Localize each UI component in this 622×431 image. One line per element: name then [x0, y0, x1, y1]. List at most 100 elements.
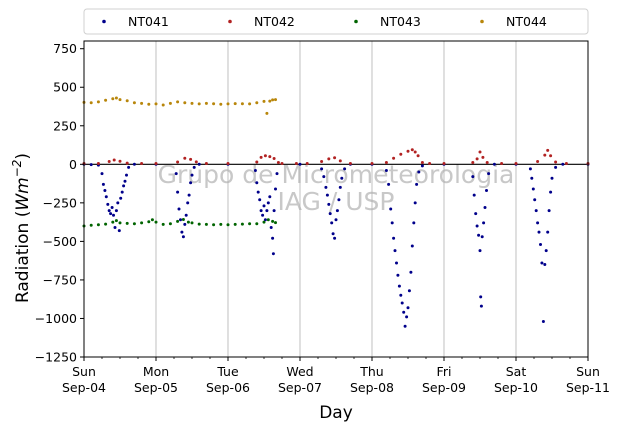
data-point [416, 154, 420, 158]
data-point [561, 162, 565, 166]
data-point [471, 175, 475, 179]
x-tick-label-date: Sep-06 [206, 380, 250, 395]
data-point [384, 161, 388, 164]
data-point [400, 301, 404, 305]
data-point [274, 187, 277, 191]
data-point [487, 172, 491, 176]
data-point [546, 230, 550, 234]
series-NT043 [82, 218, 277, 228]
x-tick-label-day: Sun [576, 364, 600, 379]
data-point [271, 219, 275, 223]
data-point [474, 212, 478, 216]
data-point [479, 304, 483, 308]
data-point [322, 175, 326, 179]
data-point [255, 160, 259, 164]
data-point [543, 153, 547, 157]
data-point [140, 221, 144, 225]
data-point [197, 102, 201, 106]
data-point [259, 209, 263, 213]
data-point [263, 154, 267, 158]
data-point [531, 187, 535, 191]
data-point [104, 195, 108, 199]
data-point [262, 220, 266, 224]
data-point [298, 162, 302, 166]
data-point [125, 173, 128, 177]
data-point [248, 222, 252, 226]
series-NT042 [82, 148, 590, 165]
data-point [428, 162, 432, 165]
data-point [331, 232, 335, 236]
y-tick-label: 250 [53, 118, 77, 133]
y-tick-label: −750 [43, 272, 77, 287]
data-point [389, 207, 393, 211]
data-point [338, 159, 342, 163]
data-point [132, 162, 136, 166]
x-tick-label-date: Sep-11 [566, 380, 610, 395]
data-point [261, 213, 265, 217]
data-point [116, 201, 120, 205]
x-tick-label-date: Sep-09 [422, 380, 466, 395]
data-point [276, 161, 280, 164]
data-point [263, 218, 267, 222]
data-point [330, 221, 334, 225]
data-point [140, 101, 144, 105]
data-point [387, 182, 391, 186]
data-point [176, 160, 180, 164]
legend-label-NT041: NT041 [128, 14, 169, 29]
data-point [140, 162, 144, 165]
data-point [180, 230, 184, 234]
data-point [530, 176, 534, 180]
data-point [413, 201, 417, 205]
data-point [500, 162, 504, 165]
data-point [294, 162, 298, 165]
data-point [483, 206, 487, 209]
x-tick-label-day: Wed [286, 364, 313, 379]
data-point [320, 167, 324, 171]
data-point [348, 162, 352, 165]
data-point [343, 167, 347, 171]
data-point [275, 172, 279, 176]
data-point [190, 221, 194, 225]
data-point [324, 185, 328, 189]
data-point [187, 193, 191, 197]
data-point [147, 102, 151, 106]
data-point [271, 252, 275, 256]
y-axis: 750 500 250 0 −250 −500 −750 −1000 −1250 [35, 41, 84, 365]
data-point [183, 101, 187, 105]
legend-box [83, 8, 589, 35]
data-point [407, 289, 411, 293]
data-point [410, 244, 414, 248]
data-point [147, 220, 151, 224]
data-point [240, 102, 244, 106]
data-point [554, 165, 558, 169]
data-point [181, 235, 185, 239]
legend-label-NT043: NT043 [380, 14, 421, 29]
data-point [271, 236, 275, 240]
data-point [399, 152, 403, 156]
data-point [103, 189, 107, 192]
data-point [255, 101, 259, 105]
data-point [478, 249, 482, 253]
data-point [96, 223, 100, 227]
data-point [96, 162, 100, 165]
data-point [442, 162, 446, 165]
data-point [268, 155, 272, 159]
data-point [132, 222, 136, 226]
x-tick-label-date: Sep-10 [494, 380, 538, 395]
data-point [233, 102, 237, 106]
data-point [543, 263, 547, 266]
data-point [262, 204, 266, 208]
data-point [125, 221, 129, 225]
data-point [544, 249, 548, 253]
data-points [82, 96, 590, 328]
data-point [412, 221, 416, 225]
data-point [253, 169, 257, 172]
data-point [111, 220, 115, 224]
data-point [478, 150, 482, 154]
data-point [212, 102, 216, 106]
series-NT044 [82, 96, 277, 115]
data-point [89, 163, 93, 167]
data-point [539, 243, 542, 246]
legend: NT041 NT042 NT043 NT044 [83, 8, 589, 35]
x-tick-label-day: Thu [359, 364, 383, 379]
